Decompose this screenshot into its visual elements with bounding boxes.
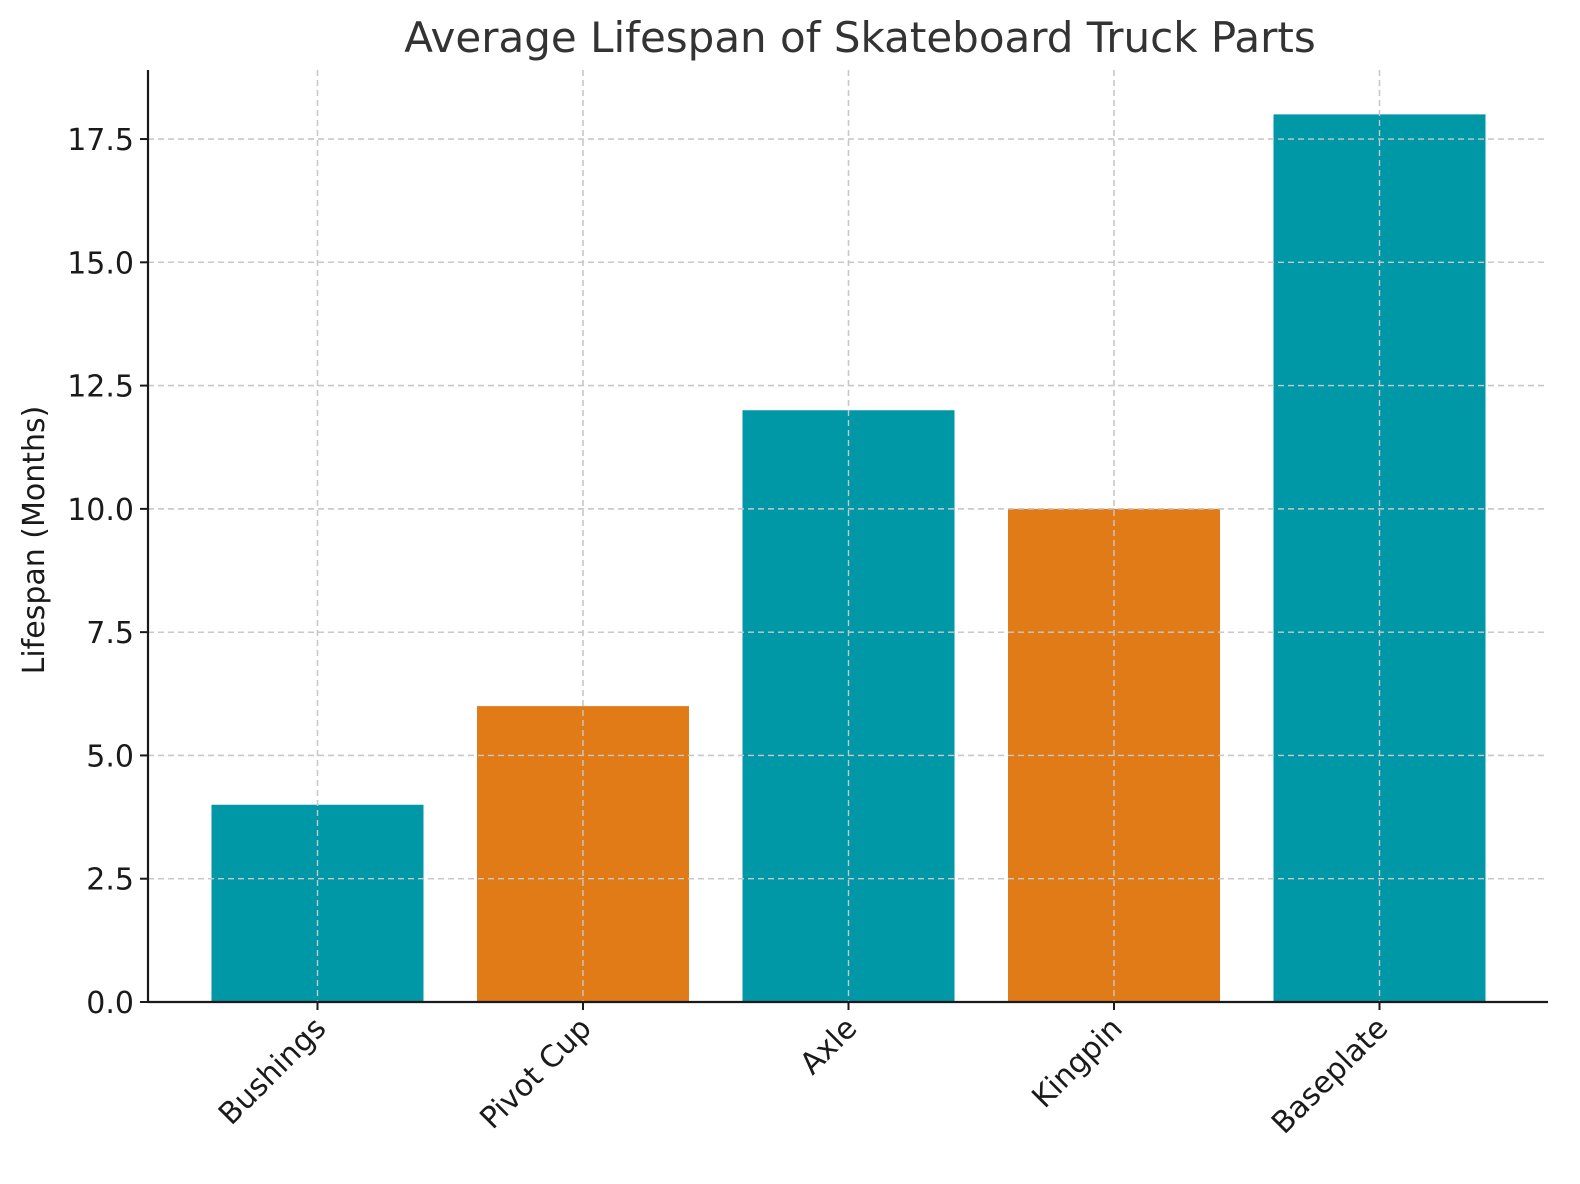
x-tick-label: Kingpin <box>1025 1011 1129 1115</box>
y-tick-label: 17.5 <box>67 123 134 158</box>
y-tick-label: 2.5 <box>86 863 134 898</box>
x-tick-label: Pivot Cup <box>473 1011 598 1136</box>
x-tick-label: Bushings <box>212 1011 333 1132</box>
y-tick-label: 10.0 <box>67 493 134 528</box>
y-tick-label: 12.5 <box>67 370 134 405</box>
x-tick-label: Axle <box>793 1011 864 1082</box>
x-tick-label: Baseplate <box>1265 1011 1395 1141</box>
chart-title: Average Lifespan of Skateboard Truck Par… <box>404 13 1315 62</box>
y-tick-label: 7.5 <box>86 616 134 651</box>
bars <box>148 70 1548 1002</box>
bar-baseplate <box>1273 114 1486 1002</box>
y-tick-label: 5.0 <box>86 739 134 774</box>
y-tick-label: 0.0 <box>86 986 134 1021</box>
y-axis-label: Lifespan (Months) <box>17 406 52 675</box>
y-tick-label: 15.0 <box>67 246 134 281</box>
axes <box>140 70 1548 1010</box>
